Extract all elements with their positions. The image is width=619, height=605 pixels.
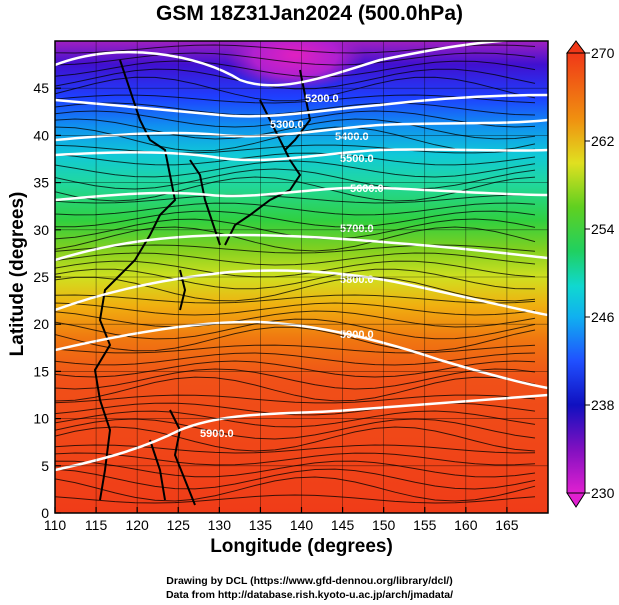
streamline <box>55 168 536 190</box>
streamline <box>55 202 536 216</box>
streamline <box>55 418 536 440</box>
y-tick-label: 20 <box>33 316 49 332</box>
page-title: GSM 18Z31Jan2024 (500.0hPa) <box>155 2 463 25</box>
contour-label: 5200.0 <box>305 93 339 105</box>
streamline <box>55 218 536 240</box>
colorbar: 230 238 246 254 262 270 <box>566 40 615 508</box>
contour-label: 5700.0 <box>340 223 374 235</box>
y-tick-label: 45 <box>33 80 49 96</box>
y-tick-label: 5 <box>41 458 49 474</box>
streamline <box>55 426 536 452</box>
cold-core <box>225 41 365 90</box>
contour-label: 5500.0 <box>340 153 374 165</box>
x-tick-label: 135 <box>249 517 273 533</box>
streamline <box>55 144 536 154</box>
colorbar-tick-label: 246 <box>591 309 615 325</box>
streamline <box>55 244 536 254</box>
streamline <box>55 310 536 328</box>
streamline <box>55 494 536 504</box>
x-tick-label: 115 <box>85 517 108 533</box>
contour-label: 5800.0 <box>340 274 374 286</box>
colorbar-tick-label: 238 <box>591 397 615 413</box>
x-axis-ticks: 110 115 120 125 130 135 140 145 150 155 160 165 <box>44 507 519 533</box>
streamline <box>55 360 536 378</box>
x-tick-label: 140 <box>290 517 314 533</box>
streamline <box>55 352 536 366</box>
streamline <box>55 176 536 202</box>
x-tick-label: 150 <box>372 517 396 533</box>
x-axis-label: Longitude (degrees) <box>210 536 393 557</box>
y-tick-label: 25 <box>33 269 49 285</box>
streamline <box>55 344 536 354</box>
streamline <box>55 52 536 66</box>
grid-lines <box>55 41 548 513</box>
streamline <box>55 444 536 454</box>
streamline <box>55 460 536 478</box>
y-tick-label: 35 <box>33 175 49 191</box>
colorbar-tick-label: 262 <box>591 133 615 149</box>
streamline <box>55 302 536 316</box>
streamline <box>55 110 536 128</box>
contour-label: 5900.0 <box>200 428 234 440</box>
streamline <box>55 118 536 140</box>
colorbar-body <box>566 52 586 494</box>
credit-drawing: Drawing by DCL (https://www.gfd-dennou.o… <box>166 575 453 587</box>
streamline <box>55 410 536 428</box>
streamline <box>55 376 536 402</box>
streamline <box>55 394 536 404</box>
y-axis-label: Latitude (degrees) <box>7 191 28 357</box>
colorbar-tick-label: 254 <box>591 221 615 237</box>
y-tick-label: 40 <box>33 127 49 143</box>
streamline <box>55 102 536 116</box>
streamline <box>55 268 536 290</box>
contour-label: 5400.0 <box>335 131 369 143</box>
streamline <box>55 468 536 490</box>
contour-lines <box>55 41 548 472</box>
streamline <box>55 226 536 252</box>
y-tick-label: 10 <box>33 411 49 427</box>
x-tick-label: 130 <box>208 517 232 533</box>
x-tick-label: 125 <box>167 517 191 533</box>
streamline <box>55 276 536 302</box>
x-tick-label: 165 <box>495 517 519 533</box>
streamline <box>55 368 536 390</box>
y-tick-label: 15 <box>33 363 49 379</box>
streamline <box>55 94 536 104</box>
streamline <box>55 60 536 78</box>
streamline <box>55 76 536 102</box>
y-tick-label: 0 <box>41 505 49 521</box>
streamline <box>55 210 536 228</box>
streamline <box>55 260 536 278</box>
credit-data: Data from http://database.rish.kyoto-u.a… <box>165 589 454 601</box>
colorbar-tick-label: 230 <box>591 485 615 501</box>
x-tick-label: 155 <box>413 517 437 533</box>
x-tick-label: 120 <box>125 517 149 533</box>
colorbar-top-arrow <box>566 40 586 54</box>
colorbar-bottom-arrow <box>566 492 586 508</box>
x-tick-label: 145 <box>331 517 355 533</box>
streamline <box>55 294 536 304</box>
streamline <box>55 152 536 166</box>
streamline <box>55 318 536 340</box>
colorbar-tick-label: 270 <box>591 45 615 61</box>
y-tick-label: 30 <box>33 222 49 238</box>
x-tick-label: 110 <box>44 517 67 533</box>
streamline <box>55 326 536 352</box>
streamline <box>55 194 536 204</box>
streamline <box>55 476 536 502</box>
streamline <box>55 160 536 178</box>
contour-label: 5600.0 <box>350 183 384 195</box>
contour-label: 5900.0 <box>340 329 374 341</box>
temperature-map: 5200.0 5300.0 5400.0 5500.0 5600.0 5700.… <box>33 40 615 533</box>
contour-label: 5300.0 <box>270 119 304 131</box>
streamline <box>55 252 536 266</box>
y-axis-ticks: 0 5 10 15 20 25 30 35 40 45 <box>33 80 61 521</box>
x-tick-label: 160 <box>454 517 478 533</box>
